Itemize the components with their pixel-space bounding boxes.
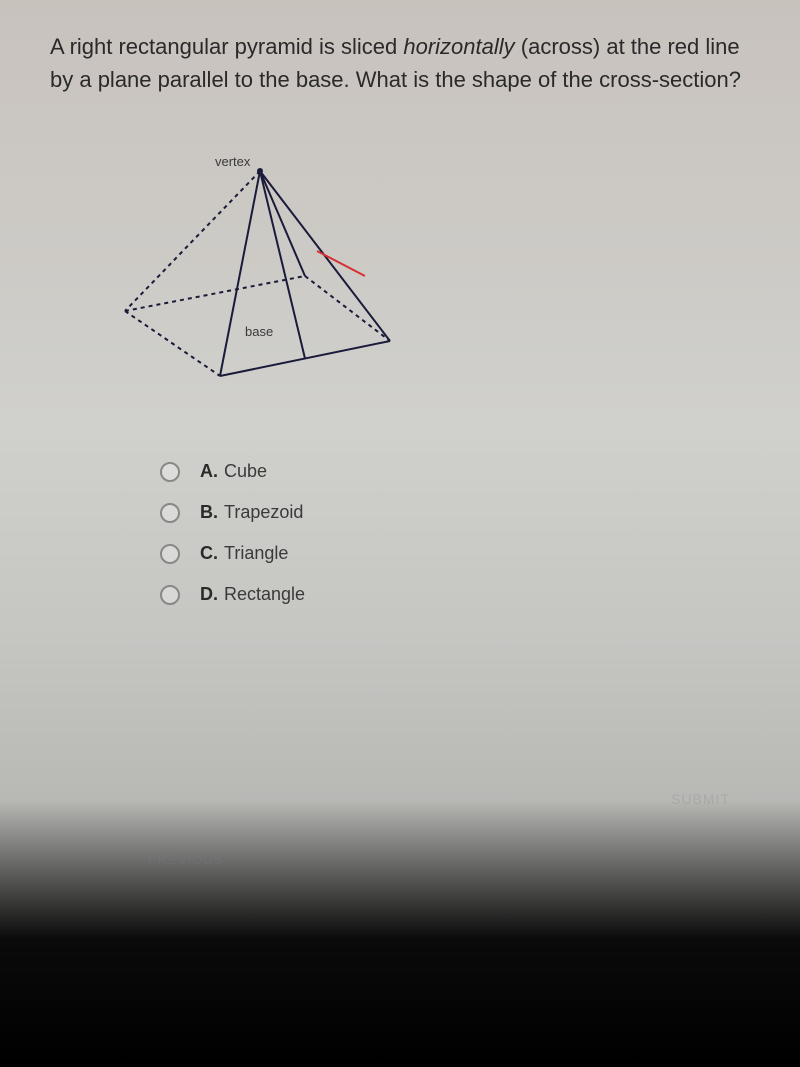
radio-a[interactable] <box>160 462 180 482</box>
previous-label: PREVIOUS <box>148 852 223 867</box>
option-b-letter: B. <box>200 502 218 523</box>
option-c[interactable]: C. Triangle <box>160 543 750 564</box>
option-a-letter: A. <box>200 461 218 482</box>
option-b-text: Trapezoid <box>224 502 303 523</box>
radio-d[interactable] <box>160 585 180 605</box>
svg-text:vertex: vertex <box>215 156 251 169</box>
radio-c[interactable] <box>160 544 180 564</box>
option-c-letter: C. <box>200 543 218 564</box>
radio-b[interactable] <box>160 503 180 523</box>
svg-text:base: base <box>245 324 273 339</box>
previous-button[interactable]: ← PREVIOUS <box>130 852 223 867</box>
option-a[interactable]: A. Cube <box>160 461 750 482</box>
submit-button[interactable]: SUBMIT <box>671 791 730 807</box>
question-prefix: A right rectangular pyramid is sliced <box>50 34 403 59</box>
option-d-text: Rectangle <box>224 584 305 605</box>
pyramid-diagram: vertex base <box>110 156 750 401</box>
option-d[interactable]: D. Rectangle <box>160 584 750 605</box>
answer-options: A. Cube B. Trapezoid C. Triangle D. Rect… <box>160 461 750 605</box>
option-d-letter: D. <box>200 584 218 605</box>
pyramid-svg: vertex base <box>110 156 430 396</box>
option-b[interactable]: B. Trapezoid <box>160 502 750 523</box>
option-c-text: Triangle <box>224 543 288 564</box>
question-text: A right rectangular pyramid is sliced ho… <box>50 30 750 96</box>
question-italic: horizontally <box>403 34 514 59</box>
arrow-left-icon: ← <box>130 852 144 867</box>
option-a-text: Cube <box>224 461 267 482</box>
